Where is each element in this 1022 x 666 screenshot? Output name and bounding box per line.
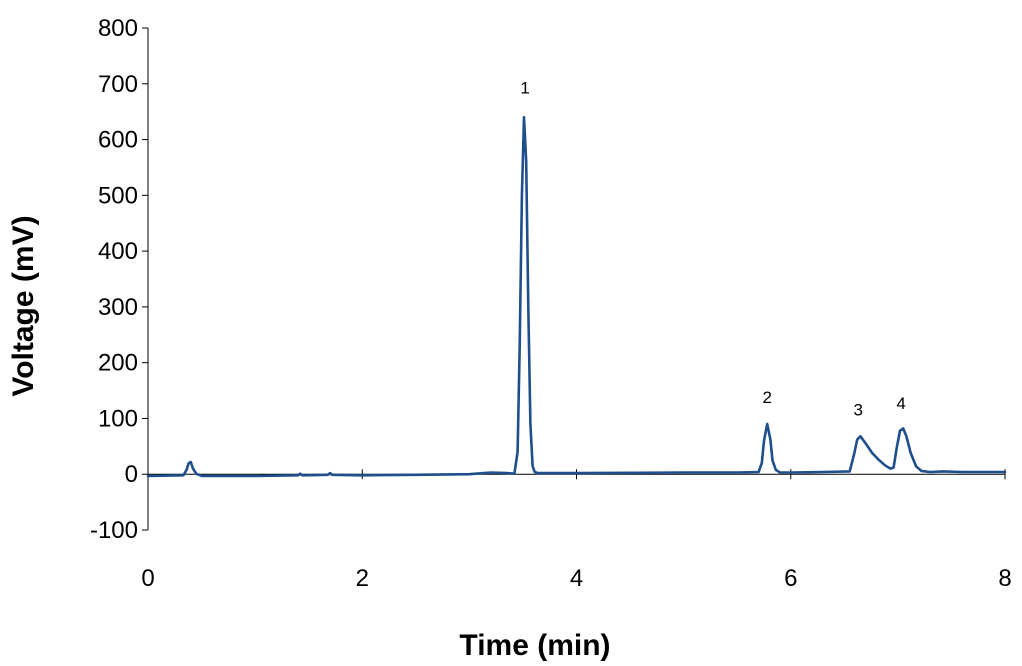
peak-label-4: 4: [896, 394, 905, 413]
peak-label-3: 3: [854, 401, 863, 420]
y-tick-label: 500: [98, 182, 138, 209]
y-tick-label: 800: [98, 15, 138, 42]
y-tick-label: 0: [125, 461, 138, 488]
peak-label-2: 2: [762, 388, 771, 407]
y-tick-label: 200: [98, 350, 138, 377]
y-axis-title: Voltage (mV): [7, 215, 40, 396]
series-line-1: [146, 115, 1007, 478]
y-tick-label: 300: [98, 294, 138, 321]
x-tick-label: 0: [141, 565, 154, 592]
y-tick-label: 600: [98, 127, 138, 154]
x-axis-title: Time (min): [459, 629, 610, 662]
y-tick-label: 400: [98, 238, 138, 265]
x-tick-label: 8: [998, 565, 1011, 592]
y-tick-label: 100: [98, 405, 138, 432]
x-tick-label: 2: [356, 565, 369, 592]
y-tick-label: 700: [98, 71, 138, 98]
peak-label-1: 1: [520, 78, 529, 97]
plot-area: [146, 115, 1007, 478]
x-tick-label: 6: [784, 565, 797, 592]
peak-labels: 1 2 3 4: [520, 78, 905, 419]
y-tick-label: -100: [90, 517, 138, 544]
x-tick-label: 4: [570, 565, 583, 592]
